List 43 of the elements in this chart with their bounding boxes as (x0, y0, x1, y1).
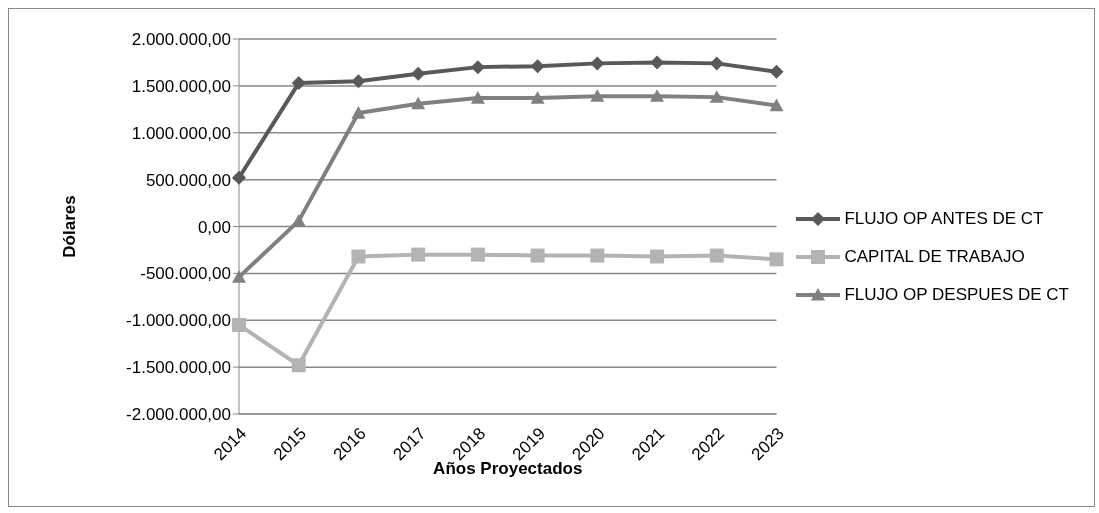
point (232, 317, 246, 332)
point (411, 66, 426, 81)
legend-label: FLUJO OP ANTES DE CT (844, 208, 1044, 229)
point (470, 247, 485, 262)
point (291, 213, 306, 227)
point (769, 252, 784, 267)
point (709, 56, 724, 71)
point (530, 59, 545, 74)
legend-label: FLUJO OP DESPUES DE CT (844, 284, 1069, 305)
y-tick-label: 500.000,00 (145, 170, 231, 190)
point (351, 74, 366, 89)
y-axis-title: Dólares (60, 195, 80, 258)
point (530, 248, 545, 263)
point (769, 64, 784, 79)
point (709, 90, 724, 103)
point (650, 89, 665, 102)
point (709, 248, 724, 263)
point (291, 358, 306, 373)
legend-label: CAPITAL DE TRABAJO (844, 246, 1025, 267)
point (530, 91, 545, 104)
point (590, 248, 605, 263)
point (590, 89, 605, 102)
point (470, 60, 485, 75)
point (411, 96, 426, 110)
y-tick-label: 2.000.000,00 (131, 30, 231, 50)
point (351, 106, 366, 119)
point (650, 55, 665, 70)
point (769, 98, 784, 112)
y-tick-label: -500.000,00 (140, 264, 231, 284)
point (470, 91, 485, 104)
point (351, 249, 366, 264)
y-tick-label: 0,00 (197, 217, 231, 237)
y-tick-label: 1.000.000,00 (131, 123, 231, 143)
y-tick-label: 1.500.000,00 (131, 76, 231, 96)
y-tick-label: -1.500.000,00 (126, 358, 231, 378)
point (232, 270, 246, 283)
y-tick-label: -1.000.000,00 (126, 311, 231, 331)
point (650, 249, 665, 264)
point (590, 56, 605, 71)
point (411, 247, 426, 262)
point (232, 170, 246, 185)
point (291, 76, 306, 91)
y-tick-label: -2.000.000,00 (126, 405, 231, 425)
